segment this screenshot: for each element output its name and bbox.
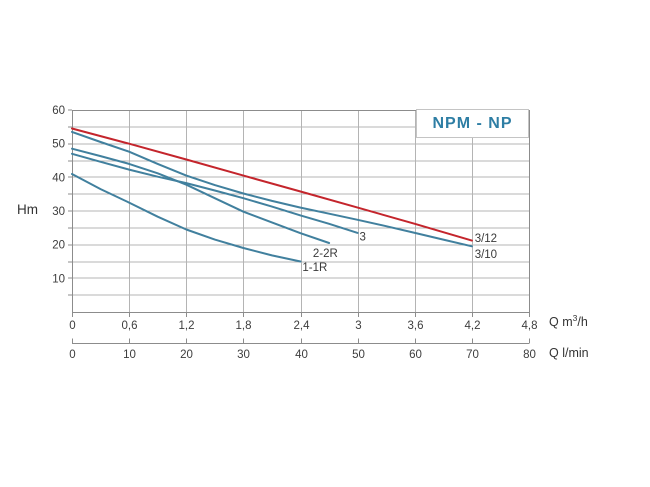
x-tick-label-m3h: 3,6: [408, 320, 424, 332]
curve-3/12: [71, 127, 473, 242]
curve-label-3: 3: [360, 232, 366, 244]
y-tick-label: 50: [52, 139, 65, 151]
x-tick-label-lmin: 30: [237, 349, 250, 361]
x-axis-unit-lmin: Q l/min: [549, 346, 589, 360]
y-axis-ticks: [68, 109, 72, 296]
curve-3: [71, 152, 359, 234]
chart-title-box: NPM - NP: [416, 109, 529, 138]
curve-labels: 1-1R 2-2R 3 3/10 3/12: [302, 232, 497, 274]
x-tick-label-lmin: 0: [69, 349, 75, 361]
x-tick-label-m3h: 1,8: [236, 320, 252, 332]
y-axis-labels: 10 20 30 40 50 60: [52, 105, 65, 285]
curve-label-1-1R: 1-1R: [302, 262, 327, 274]
x-axis-unit-m3h-sup: 3: [572, 313, 578, 323]
grid-lines: [72, 110, 529, 312]
x-tick-label-m3h: 2,4: [294, 320, 311, 332]
y-tick-label: 20: [52, 240, 65, 252]
x-tick-label-lmin: 20: [180, 349, 193, 361]
x-tick-label-lmin: 70: [466, 349, 479, 361]
x-tick-label-m3h: 0: [69, 320, 75, 332]
curve-3/10: [71, 130, 473, 248]
curve-label-2-2R: 2-2R: [313, 248, 338, 260]
curve-label-3/10: 3/10: [475, 249, 497, 261]
curves: [71, 127, 473, 263]
chart-title: NPM - NP: [432, 114, 513, 132]
x-tick-label-lmin: 10: [123, 349, 136, 361]
x-tick-label-m3h: 1,2: [179, 320, 195, 332]
y-tick-label: 40: [52, 172, 65, 184]
x-tick-label-m3h: 3: [355, 320, 361, 332]
x-tick-label-m3h: 4,2: [465, 320, 481, 332]
x-axis-unit-m3h-suffix: /h: [577, 315, 588, 330]
x-tick-label-lmin: 40: [295, 349, 308, 361]
x-axis-unit-m3h: Q m3/h: [549, 313, 588, 329]
x-tick-label-lmin: 80: [523, 349, 536, 361]
x-tick-label-lmin: 50: [352, 349, 365, 361]
curve-label-3/12: 3/12: [475, 233, 497, 245]
curve-2-2R: [71, 147, 331, 244]
y-tick-label: 10: [52, 273, 65, 285]
y-axis-unit-label: Hm: [17, 202, 38, 217]
x-axis-m3h: 0 0,6 1,2 1,8 2,4 3 3,6 4,2 4,8: [69, 312, 538, 332]
x-axis-unit-m3h-prefix: Q m: [549, 315, 573, 330]
x-tick-label-m3h: 4,8: [522, 320, 538, 332]
x-tick-label-m3h: 0,6: [122, 320, 138, 332]
y-tick-label: 60: [52, 105, 65, 117]
y-tick-label: 30: [52, 206, 65, 218]
curve-1-1R: [71, 173, 302, 263]
x-axis-lmin: 0 10 20 30 40 50 60 70 80: [69, 338, 536, 361]
x-tick-label-lmin: 60: [409, 349, 422, 361]
